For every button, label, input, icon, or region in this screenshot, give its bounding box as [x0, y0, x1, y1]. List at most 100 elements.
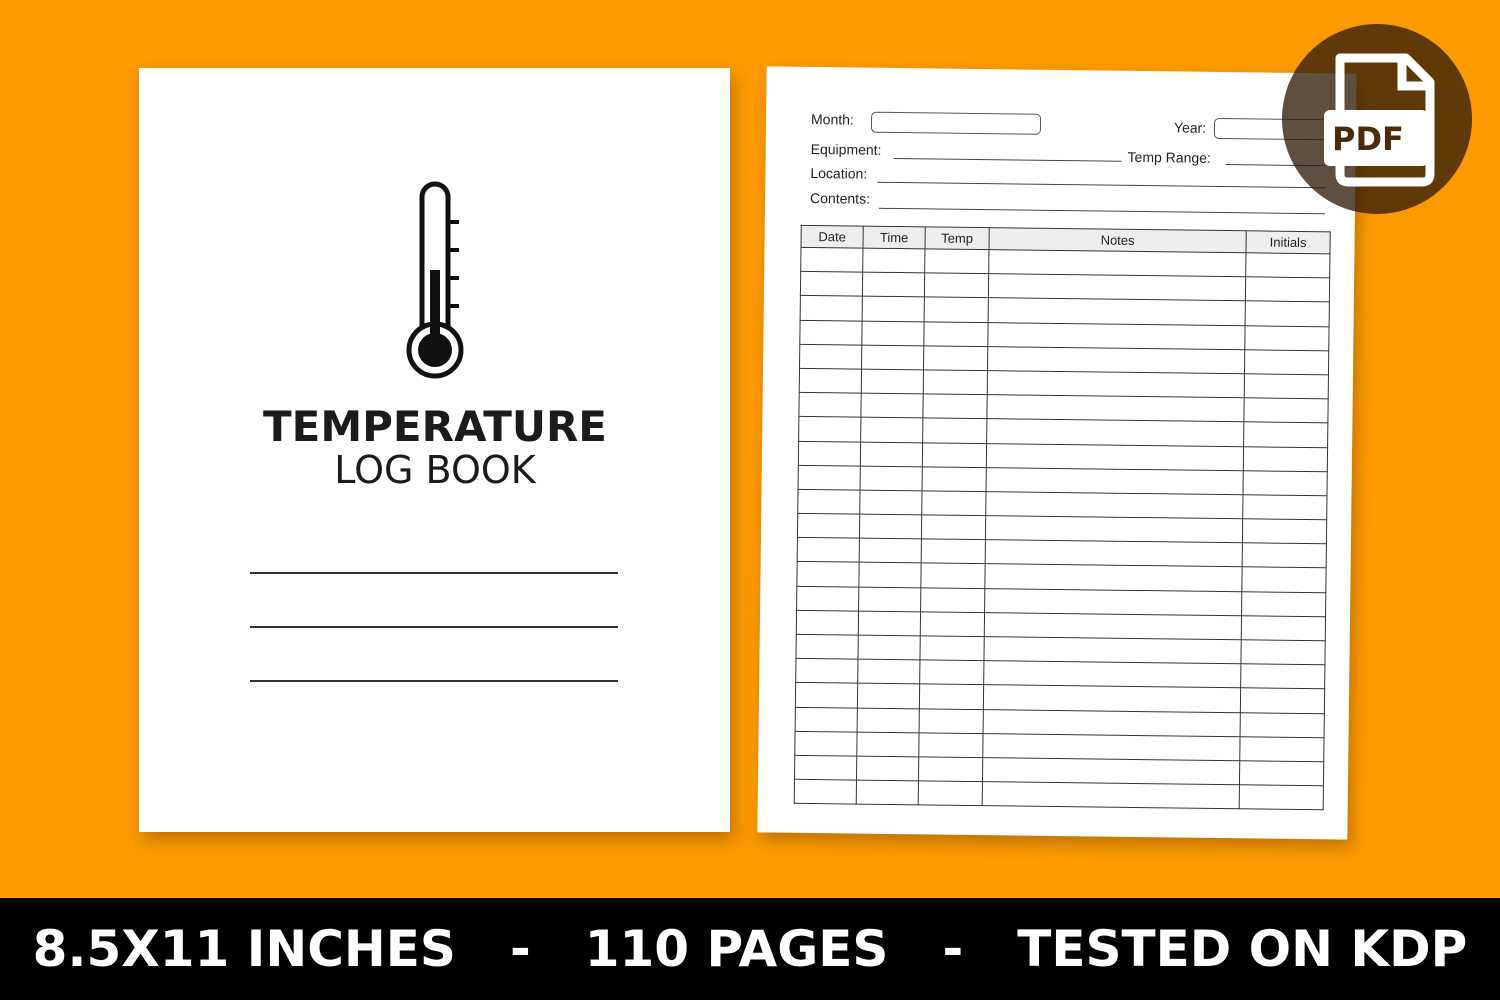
table-cell — [988, 273, 1246, 302]
table-cell — [857, 635, 921, 661]
col-date: Date — [800, 225, 864, 249]
table-cell — [794, 779, 857, 805]
table-cell — [983, 709, 1241, 737]
table-cell — [983, 660, 1241, 689]
pdf-file-icon — [1324, 53, 1435, 187]
table-cell — [1245, 301, 1330, 327]
table-cell — [920, 563, 986, 589]
table-cell — [798, 416, 861, 442]
table-cell — [798, 392, 862, 418]
cover-line — [250, 626, 618, 628]
table-cell — [856, 731, 920, 757]
table-cell — [983, 636, 1242, 664]
col-time: Time — [862, 226, 926, 249]
table-cell — [985, 515, 1243, 544]
table-cell — [797, 513, 860, 539]
cover-line — [250, 680, 618, 682]
table-cell — [859, 538, 922, 564]
table-cell — [918, 732, 984, 758]
table-cell — [1243, 470, 1328, 496]
footer-bar: 8.5X11 INCHES - 110 PAGES - TESTED ON KD… — [0, 898, 1500, 1000]
table-cell — [919, 684, 984, 710]
table-cell — [1240, 663, 1325, 690]
table-cell — [799, 368, 862, 394]
table-cell — [795, 706, 858, 732]
table-row — [794, 779, 1324, 811]
table-cell — [1240, 688, 1325, 714]
table-cell — [861, 320, 925, 346]
temp-range-label: Temp Range: — [1127, 148, 1211, 166]
table-cell — [1245, 276, 1330, 303]
table-cell — [922, 466, 987, 492]
table-cell — [984, 564, 1243, 592]
thermometer-icon — [406, 181, 464, 379]
table-cell — [794, 755, 857, 781]
contents-line — [878, 207, 1325, 215]
table-cell — [1239, 760, 1324, 786]
log-table: Date Time Temp Notes Initials — [794, 225, 1331, 811]
table-cell — [986, 443, 1244, 471]
table-cell — [923, 345, 988, 371]
col-temp: Temp — [924, 226, 990, 250]
footer-pages: 110 PAGES — [584, 920, 889, 978]
table-cell — [1243, 446, 1328, 472]
table-cell — [1239, 784, 1324, 811]
table-cell — [1240, 639, 1326, 665]
table-cell — [860, 441, 923, 467]
table-cell — [862, 248, 925, 274]
table-cell — [1245, 252, 1330, 279]
footer-separator: - — [942, 920, 964, 978]
table-cell — [1244, 349, 1329, 375]
table-cell — [861, 344, 924, 370]
table-cell — [794, 731, 858, 757]
table-cell — [860, 393, 924, 419]
table-cell — [798, 440, 861, 466]
equipment-line — [893, 157, 1122, 162]
table-cell — [921, 490, 987, 516]
cover-page: TEMPERATURE LOG BOOK — [139, 68, 730, 832]
table-cell — [795, 658, 858, 684]
table-cell — [923, 369, 988, 395]
table-cell — [800, 247, 863, 273]
cover-subtitle: LOG BOOK — [334, 448, 536, 492]
table-cell — [919, 635, 985, 661]
table-cell — [797, 537, 860, 563]
col-initials: Initials — [1245, 230, 1331, 254]
table-cell — [984, 612, 1242, 640]
table-cell — [919, 660, 984, 685]
table-cell — [796, 561, 860, 587]
table-cell — [798, 465, 861, 490]
table-cell — [985, 491, 1244, 519]
table-cell — [862, 272, 925, 298]
location-label: Location: — [810, 164, 868, 182]
table-cell — [858, 586, 921, 612]
table-cell — [1241, 591, 1326, 617]
table-cell — [987, 322, 1246, 350]
table-cell — [861, 369, 924, 394]
cover-title: TEMPERATURE — [263, 402, 607, 451]
table-cell — [858, 562, 922, 588]
table-cell — [795, 634, 859, 660]
table-cell — [988, 249, 1246, 277]
month-label: Month: — [810, 110, 854, 128]
table-cell — [1244, 373, 1329, 399]
table-cell — [800, 295, 863, 321]
table-cell — [799, 319, 863, 345]
table-cell — [800, 271, 863, 297]
table-cell — [1239, 736, 1325, 762]
footer-size: 8.5X11 INCHES — [32, 920, 456, 978]
table-cell — [797, 489, 861, 515]
table-cell — [862, 296, 925, 322]
table-cell — [918, 780, 983, 806]
contents-label: Contents: — [809, 189, 871, 207]
table-cell — [920, 587, 985, 613]
footer-kdp: TESTED ON KDP — [1017, 920, 1468, 978]
table-cell — [920, 611, 985, 637]
table-cell — [796, 610, 859, 636]
table-cell — [924, 273, 989, 299]
table-cell — [985, 539, 1243, 568]
table-cell — [924, 248, 989, 274]
table-cell — [1243, 397, 1329, 424]
table-cell — [923, 321, 989, 347]
pdf-label: PDF — [1332, 120, 1404, 158]
